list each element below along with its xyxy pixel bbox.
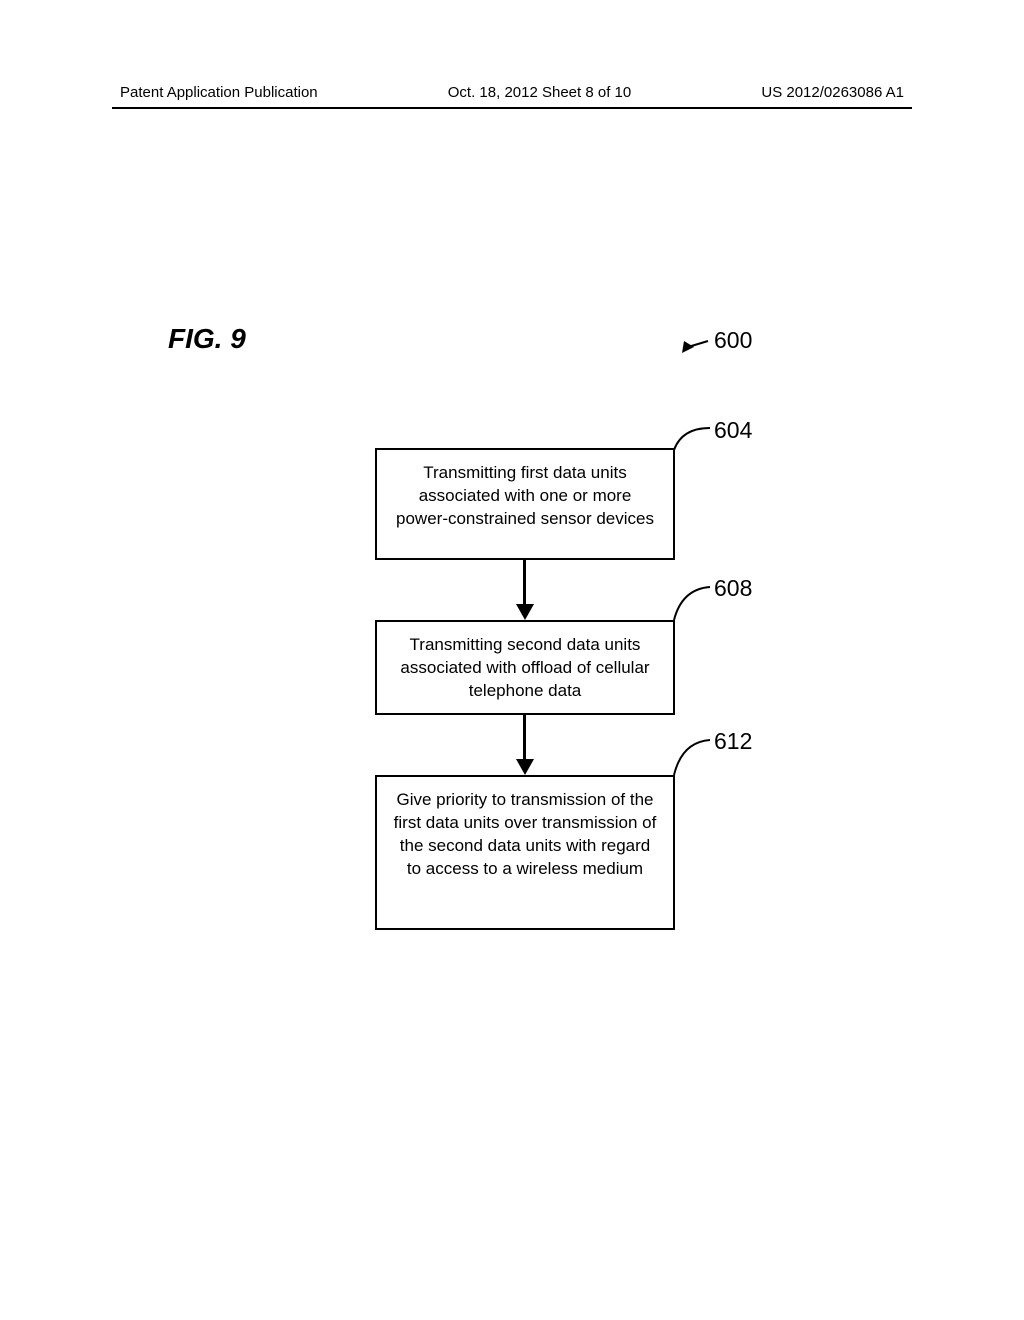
page-header: Patent Application Publication Oct. 18, … [0,84,1024,101]
header-center-text: Oct. 18, 2012 Sheet 8 of 10 [448,84,631,101]
flow-box-604-text: Transmitting first data units associated… [396,463,654,528]
curve-leader-604-icon [672,418,712,452]
header-divider [112,107,912,109]
header-left-text: Patent Application Publication [120,84,318,101]
flow-box-604: Transmitting first data units associated… [375,448,675,560]
header-right-text: US 2012/0263086 A1 [761,84,904,101]
flow-box-612: Give priority to transmission of the fir… [375,775,675,930]
arrow-line-2 [523,715,526,761]
figure-label: FIG. 9 [168,323,246,355]
curve-leader-612-icon [672,730,712,777]
arrow-head-1-icon [516,604,534,620]
arrow-line-1 [523,560,526,606]
arrow-head-2-icon [516,759,534,775]
ref-number-612: 612 [714,728,752,755]
curve-leader-608-icon [672,577,712,622]
flow-box-608: Transmitting second data units associate… [375,620,675,715]
ref-number-608: 608 [714,575,752,602]
flow-box-612-text: Give priority to transmission of the fir… [394,790,657,878]
ref-number-main: 600 [714,327,752,354]
angled-leader-icon [680,337,710,355]
flow-box-608-text: Transmitting second data units associate… [400,635,649,700]
ref-number-604: 604 [714,417,752,444]
